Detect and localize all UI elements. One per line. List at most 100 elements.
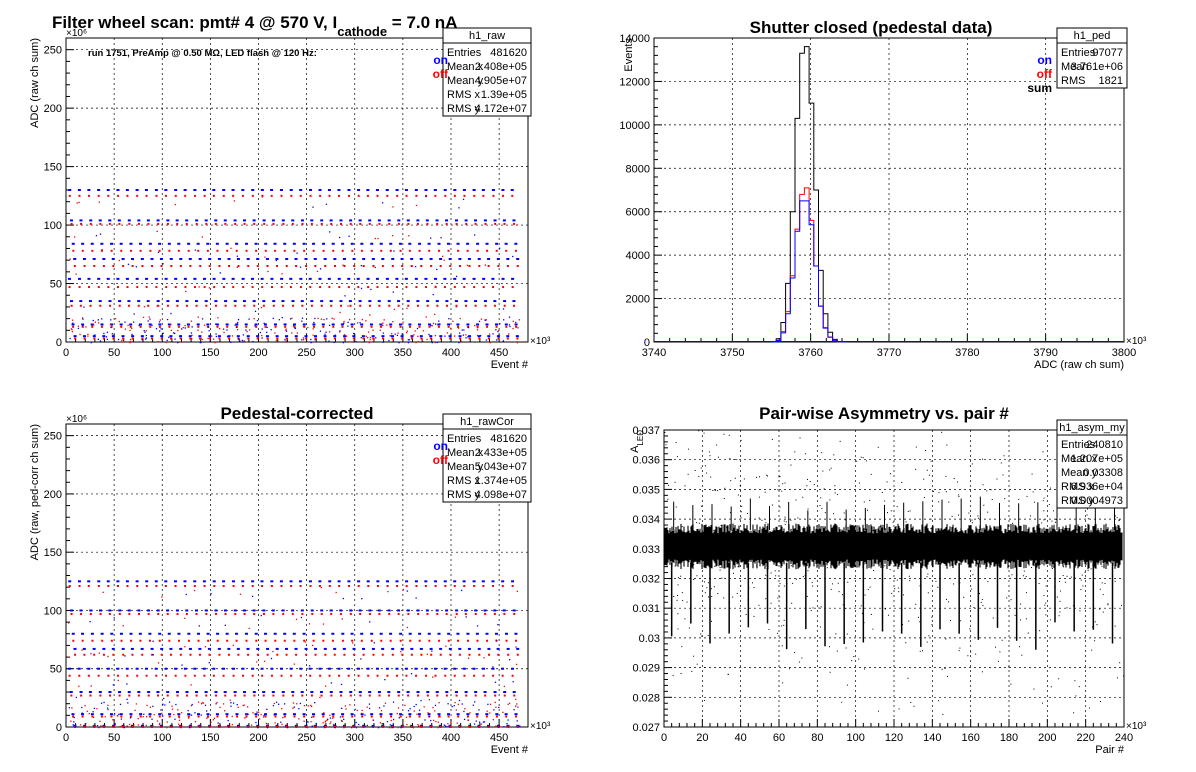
point-on xyxy=(118,691,122,694)
point-off xyxy=(303,639,306,642)
point-on xyxy=(207,647,211,650)
point-off xyxy=(405,674,408,677)
asym-point xyxy=(1090,568,1092,570)
point-scatter xyxy=(184,646,186,648)
point-on xyxy=(398,323,402,326)
point-off xyxy=(318,584,321,587)
y-tick-label: 0.036 xyxy=(632,455,660,467)
point-on xyxy=(464,691,468,694)
point-off xyxy=(189,337,192,340)
point-scatter xyxy=(239,593,242,595)
asym-point xyxy=(768,628,770,630)
point-low xyxy=(285,328,287,330)
point-low xyxy=(71,319,74,321)
point-on xyxy=(154,667,158,670)
point-off xyxy=(380,249,383,252)
point-low xyxy=(230,705,232,707)
x-tick-label: 0 xyxy=(63,347,69,359)
point-scatter xyxy=(310,342,312,344)
asym-point xyxy=(694,560,696,562)
point-low xyxy=(461,703,463,705)
point-on xyxy=(493,609,497,612)
point-off xyxy=(227,726,230,728)
asym-point xyxy=(971,463,973,465)
point-on xyxy=(408,713,412,716)
point-low xyxy=(236,713,238,715)
asym-point xyxy=(763,541,765,543)
point-on xyxy=(150,335,154,338)
point-on xyxy=(370,713,374,716)
point-off xyxy=(262,612,265,615)
point-off xyxy=(276,653,279,656)
x-exponent: ×10³ xyxy=(530,336,551,347)
point-on xyxy=(362,724,366,727)
point-low xyxy=(397,726,399,729)
point-off xyxy=(324,265,327,267)
point-on xyxy=(206,242,210,245)
point-low xyxy=(339,330,341,332)
point-on xyxy=(156,219,160,222)
stats-key: RMS y xyxy=(447,103,481,115)
asym-point xyxy=(1006,597,1008,599)
point-scatter xyxy=(90,653,92,655)
point-off xyxy=(164,194,167,197)
point-on xyxy=(179,647,183,650)
point-low xyxy=(417,724,419,726)
asym-point xyxy=(1111,534,1113,536)
asym-point xyxy=(719,567,721,569)
point-low xyxy=(132,321,135,323)
point-scatter xyxy=(360,287,363,290)
point-low xyxy=(485,339,488,341)
point-scatter xyxy=(460,589,463,592)
asym-point xyxy=(675,561,677,563)
point-scatter xyxy=(442,255,444,258)
point-off xyxy=(97,286,100,289)
point-low xyxy=(209,340,211,342)
point-off xyxy=(80,222,83,225)
point-on xyxy=(71,242,75,245)
point-off xyxy=(368,612,371,615)
point-on xyxy=(292,632,296,635)
asym-point xyxy=(1094,640,1096,642)
asym-point xyxy=(1020,603,1022,605)
point-off xyxy=(176,304,179,307)
x-tick-label: 150 xyxy=(201,732,219,744)
asym-point xyxy=(711,595,713,597)
point-low xyxy=(103,701,105,704)
point-low xyxy=(211,335,213,337)
point-off xyxy=(295,726,298,728)
point-off xyxy=(126,674,129,677)
point-on xyxy=(512,691,516,694)
asym-point xyxy=(938,563,940,565)
point-low xyxy=(457,327,460,329)
asym-point xyxy=(830,467,832,469)
point-off xyxy=(157,222,160,225)
asym-point xyxy=(1059,580,1061,582)
point-low xyxy=(425,316,427,318)
point-on xyxy=(433,667,437,670)
point-on xyxy=(299,277,303,280)
point-low xyxy=(217,722,219,724)
point-on xyxy=(167,323,171,326)
asym-point xyxy=(867,588,869,590)
point-on xyxy=(304,335,308,338)
asym-point xyxy=(741,505,743,507)
point-on xyxy=(212,277,216,280)
asym-point xyxy=(813,484,815,486)
point-on xyxy=(131,335,135,338)
point-low xyxy=(285,725,288,727)
point-off xyxy=(515,639,518,642)
point-on xyxy=(147,691,151,694)
point-low xyxy=(328,331,331,333)
asym-point xyxy=(781,537,783,539)
point-low xyxy=(347,325,349,327)
point-on xyxy=(333,335,337,338)
point-off xyxy=(408,325,411,328)
point-low xyxy=(273,714,275,716)
asym-point xyxy=(716,489,718,491)
asym-point xyxy=(990,489,992,491)
point-low xyxy=(301,339,303,341)
asym-point xyxy=(859,482,861,484)
point-off xyxy=(386,584,389,587)
point-off xyxy=(207,639,210,642)
